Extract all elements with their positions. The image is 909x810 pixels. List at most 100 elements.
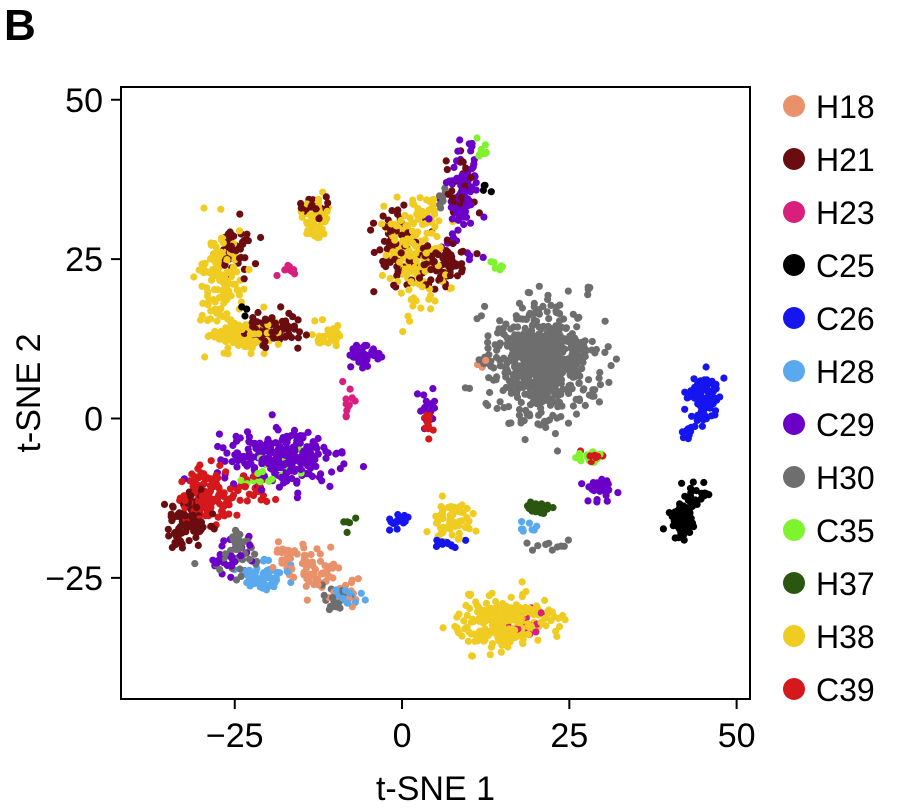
point-H21 <box>288 333 296 342</box>
point-H38 <box>274 340 282 348</box>
point-H30 <box>525 410 534 418</box>
point-H30 <box>500 404 508 412</box>
point-H38 <box>525 623 533 631</box>
point-C29 <box>413 390 422 398</box>
point-H23 <box>346 385 354 393</box>
point-H30 <box>541 375 549 383</box>
point-C29 <box>282 439 290 447</box>
point-H18 <box>314 581 322 589</box>
point-H30 <box>536 331 545 339</box>
point-H38 <box>461 625 469 633</box>
point-H38 <box>235 227 244 235</box>
point-C26 <box>699 409 707 417</box>
point-H23 <box>537 609 545 617</box>
point-C39 <box>424 419 432 427</box>
point-C25 <box>678 512 686 520</box>
point-C29 <box>234 449 242 457</box>
point-H21 <box>182 520 191 528</box>
point-H21 <box>207 522 216 530</box>
point-H21 <box>400 201 408 209</box>
point-H30 <box>572 395 580 403</box>
legend-label: C39 <box>816 672 875 708</box>
point-H21 <box>283 321 291 329</box>
point-H21 <box>240 275 248 283</box>
legend-label: H30 <box>816 460 875 496</box>
point-H38 <box>401 211 409 219</box>
point-H21 <box>415 274 424 282</box>
point-C29 <box>308 472 317 481</box>
point-H30 <box>572 410 581 418</box>
point-H38 <box>382 251 390 259</box>
point-H30 <box>503 342 512 350</box>
point-H30 <box>517 398 525 407</box>
point-C25 <box>682 504 691 512</box>
point-H38 <box>245 266 253 274</box>
point-H30 <box>522 315 531 323</box>
point-H30 <box>567 340 575 348</box>
point-H21 <box>457 157 466 165</box>
y-tick-label: 25 <box>65 241 103 279</box>
point-C29 <box>467 147 475 155</box>
point-C25 <box>685 511 693 519</box>
point-H38 <box>419 211 427 219</box>
point-H30 <box>492 353 501 362</box>
point-C29 <box>296 439 304 447</box>
point-H30 <box>566 371 574 379</box>
legend-item-h18: H18 <box>783 89 875 125</box>
point-H30 <box>496 362 504 370</box>
point-H30 <box>496 398 504 406</box>
point-C29 <box>314 450 322 458</box>
point-C29 <box>585 483 593 491</box>
point-H38 <box>414 215 422 223</box>
point-H38 <box>333 334 341 342</box>
point-H30 <box>525 289 534 297</box>
point-H30 <box>595 398 604 406</box>
point-H38 <box>561 616 569 624</box>
point-H21 <box>390 281 398 289</box>
point-C39 <box>425 412 433 420</box>
point-H30 <box>232 545 240 554</box>
point-C39 <box>234 486 242 495</box>
point-H28 <box>519 527 527 535</box>
point-H30 <box>551 385 559 393</box>
point-H23 <box>339 378 347 386</box>
point-C29 <box>245 433 253 441</box>
y-tick-label: −25 <box>45 560 103 598</box>
point-H18 <box>335 564 343 572</box>
point-H38 <box>491 604 500 612</box>
point-H30 <box>543 308 551 316</box>
point-H38 <box>444 503 453 511</box>
point-C29 <box>455 216 463 224</box>
point-H30 <box>515 369 523 377</box>
point-H30 <box>551 430 560 438</box>
point-H18 <box>313 545 321 553</box>
point-H38 <box>547 617 555 625</box>
point-H38 <box>480 631 489 639</box>
point-C29 <box>374 355 382 363</box>
point-H38 <box>458 501 466 509</box>
point-H30 <box>505 419 513 427</box>
point-H30 <box>560 315 568 323</box>
point-H38 <box>234 286 242 294</box>
point-H30 <box>251 550 259 558</box>
point-H30 <box>543 352 551 360</box>
point-H38 <box>486 651 494 659</box>
point-H21 <box>196 518 204 526</box>
point-H38 <box>393 193 401 201</box>
point-H38 <box>488 640 497 648</box>
point-H21 <box>185 537 193 545</box>
point-H30 <box>586 284 594 292</box>
point-H18 <box>303 596 311 604</box>
point-H38 <box>309 219 318 227</box>
point-H38 <box>438 492 446 500</box>
point-H21 <box>172 540 180 549</box>
point-H21 <box>259 342 267 350</box>
point-C26 <box>386 526 394 534</box>
point-H30 <box>529 383 537 391</box>
point-H30 <box>530 299 538 307</box>
point-H30 <box>523 353 531 361</box>
point-H38 <box>407 296 415 304</box>
point-H30 <box>239 538 247 546</box>
point-H38 <box>472 527 480 535</box>
point-H38 <box>499 610 507 618</box>
